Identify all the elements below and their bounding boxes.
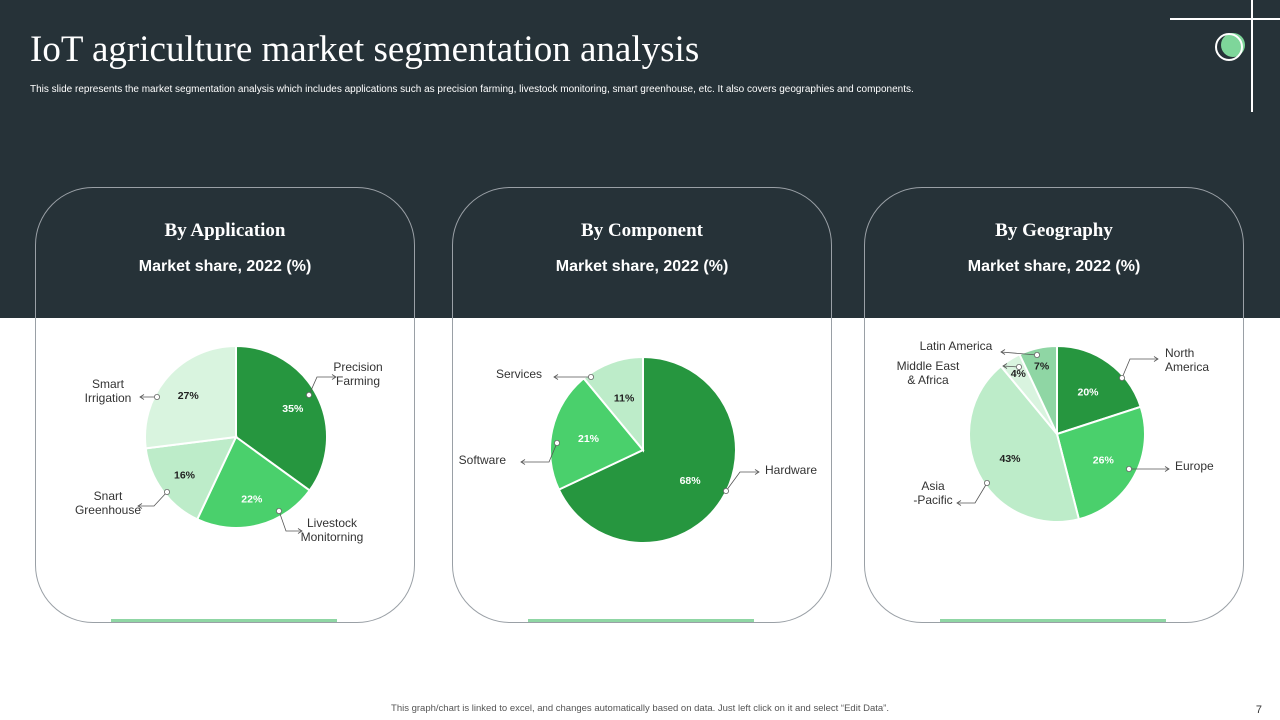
panel-by-application: By Application Market share, 2022 (%) 35… <box>35 187 415 623</box>
leader-dot <box>305 392 312 399</box>
data-label: 20% <box>1077 386 1099 398</box>
leader-arrow <box>553 374 559 380</box>
leader-line <box>957 482 988 504</box>
pie-slice[interactable] <box>967 364 1081 524</box>
data-label: 68% <box>680 475 702 487</box>
leader-arrow <box>1000 349 1006 355</box>
leader-dot <box>722 487 729 494</box>
pie-slice[interactable] <box>1056 344 1142 436</box>
panel-title: By Geography <box>995 220 1113 241</box>
leader-arrow <box>137 503 143 509</box>
category-label: North America <box>1165 346 1209 374</box>
header-band <box>0 0 1280 318</box>
pie-slice[interactable] <box>235 344 328 492</box>
pie-slice[interactable] <box>549 376 645 491</box>
panel-subtitle: Market share, 2022 (%) <box>967 258 1141 275</box>
leader-dot <box>1118 375 1125 382</box>
slide-title: IoT agriculture market segmentation anal… <box>30 29 700 70</box>
leader-arrow <box>754 469 760 475</box>
leader-dot <box>984 479 991 486</box>
panel-subtitle: Market share, 2022 (%) <box>138 258 312 275</box>
footer-note: This graph/chart is linked to excel, and… <box>391 703 889 714</box>
leader-dot <box>1015 364 1022 371</box>
leader-line <box>725 471 759 492</box>
category-label: Services <box>496 367 542 381</box>
data-label: 43% <box>999 453 1021 465</box>
leader-line <box>1121 358 1158 379</box>
panel-accent-bar <box>528 619 754 622</box>
leader-line <box>278 510 302 532</box>
pie-slice[interactable] <box>144 344 237 450</box>
category-label: Smart Irrigation <box>85 377 132 405</box>
leader-dot <box>275 507 282 514</box>
leader-dot <box>554 440 561 447</box>
leader-arrow <box>1164 466 1170 472</box>
category-label: Europe <box>1175 459 1214 473</box>
corner-decoration <box>1170 0 1280 112</box>
leader-arrow <box>1002 363 1008 369</box>
category-label: Hardware <box>765 463 817 477</box>
data-label: 26% <box>1093 454 1115 466</box>
category-label: Middle East & Africa <box>897 359 960 387</box>
leader-arrow <box>139 394 145 400</box>
pie-slice[interactable] <box>1018 344 1058 435</box>
leader-line <box>521 442 558 463</box>
pie-slice[interactable] <box>1055 405 1146 521</box>
slide-subtitle: This slide represents the market segment… <box>30 84 914 95</box>
category-label: Asia -Pacific <box>913 479 952 507</box>
category-label: Snart Greenhouse <box>75 489 141 517</box>
leader-arrow <box>520 459 526 465</box>
data-label: 27% <box>178 390 200 402</box>
pie-chart-geography[interactable]: 20% 26% 43% 4% 7% North America Europe Asia -Paci… <box>865 319 1244 621</box>
leader-line <box>308 376 336 396</box>
leader-dot <box>1033 352 1040 359</box>
pie-chart-component[interactable]: 68% 21% 11% Hardware Software Services <box>453 319 832 621</box>
panel-by-component: By Component Market share, 2022 (%) 68% 2… <box>452 187 832 623</box>
data-label: 16% <box>174 469 196 481</box>
leader-dot <box>587 374 594 381</box>
panel-accent-bar <box>111 619 337 622</box>
leader-arrow <box>956 500 962 506</box>
data-label: 22% <box>241 494 263 506</box>
leader-dot <box>163 488 170 495</box>
leader-arrow <box>331 374 337 380</box>
panel-title: By Component <box>581 220 703 241</box>
leader-dot <box>1125 465 1132 472</box>
category-label: Software <box>459 453 507 467</box>
panel-title: By Application <box>164 220 286 241</box>
panel-accent-bar <box>940 619 1166 622</box>
leader-arrow <box>1153 356 1159 362</box>
pie-slice[interactable] <box>557 355 737 544</box>
leader-line <box>138 491 168 507</box>
pie-chart-application[interactable]: 35% 22% 16% 27% Precision Farming Livestock Mon… <box>36 319 415 621</box>
leader-arrow <box>297 528 303 534</box>
category-label: Precision Farming <box>333 360 382 388</box>
page-number: 7 <box>1255 704 1262 716</box>
panel-subtitle: Market share, 2022 (%) <box>555 258 729 275</box>
panel-by-geography: By Geography Market share, 2022 (%) 20% 2… <box>864 187 1244 623</box>
leader-line <box>1000 351 1038 356</box>
data-label: 7% <box>1034 360 1050 372</box>
pie-slice[interactable] <box>582 355 644 453</box>
data-label: 35% <box>282 403 304 415</box>
category-label: Livestock Monitorning <box>301 516 364 544</box>
leader-dot <box>154 394 161 401</box>
category-label: Latin America <box>920 339 993 353</box>
data-label: 21% <box>578 433 600 445</box>
pie-slice[interactable] <box>144 435 238 521</box>
data-label: 4% <box>1011 368 1027 380</box>
data-label: 11% <box>614 393 635 405</box>
